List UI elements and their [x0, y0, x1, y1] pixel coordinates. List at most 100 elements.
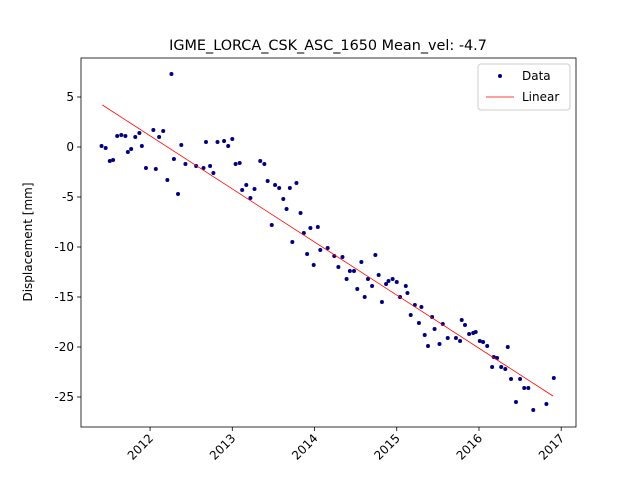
data-point	[107, 159, 112, 163]
data-point	[477, 339, 482, 343]
data-point	[430, 315, 435, 319]
data-point	[351, 269, 356, 273]
data-point	[240, 188, 245, 192]
data-point	[115, 134, 120, 138]
data-point	[362, 295, 367, 299]
data-point	[123, 134, 128, 138]
data-point	[244, 183, 249, 187]
data-point	[344, 277, 349, 281]
data-point	[544, 402, 549, 406]
data-point	[503, 367, 508, 371]
data-point	[379, 300, 384, 304]
data-point	[445, 336, 450, 340]
data-point	[347, 269, 352, 273]
data-point	[176, 192, 181, 196]
data-point	[284, 207, 289, 211]
legend-label: Linear	[522, 90, 559, 104]
data-point	[262, 162, 267, 166]
data-point	[153, 167, 158, 171]
data-point	[287, 186, 292, 190]
data-point	[294, 181, 299, 185]
data-point	[269, 223, 274, 227]
data-point	[437, 342, 442, 346]
y-tick-label: -25	[54, 390, 74, 404]
data-point	[526, 386, 531, 390]
y-tick-label: 0	[66, 140, 74, 154]
data-point	[325, 246, 330, 250]
data-point	[169, 72, 174, 76]
data-point	[201, 166, 206, 170]
data-point	[453, 336, 458, 340]
data-point	[459, 318, 464, 322]
data-point	[171, 157, 176, 161]
data-point	[139, 144, 144, 148]
data-point	[233, 162, 238, 166]
y-tick-label: 5	[66, 90, 74, 104]
data-point	[161, 129, 166, 133]
data-point	[133, 135, 138, 139]
data-point	[531, 408, 536, 412]
data-point	[394, 280, 399, 284]
data-point	[370, 284, 375, 288]
data-point	[481, 340, 486, 344]
data-point	[226, 144, 231, 148]
data-point	[419, 305, 424, 309]
data-point	[467, 332, 472, 336]
plot-frame	[80, 57, 577, 428]
legend-label: Data	[522, 69, 551, 83]
data-point	[305, 252, 310, 256]
data-point	[416, 321, 421, 325]
y-tick-label: -5	[62, 190, 74, 204]
data-point	[203, 140, 208, 144]
data-point	[340, 255, 345, 259]
data-point	[485, 344, 490, 348]
y-tick-label: -20	[54, 340, 74, 354]
data-point	[252, 187, 257, 191]
data-point	[490, 365, 495, 369]
data-point	[277, 186, 282, 190]
data-point	[165, 178, 170, 182]
data-point	[505, 345, 510, 349]
data-point	[248, 196, 253, 200]
data-point	[432, 327, 437, 331]
y-tick-label: -15	[54, 290, 74, 304]
data-point	[318, 248, 323, 252]
data-point	[405, 291, 410, 295]
data-point	[119, 133, 124, 137]
data-point	[129, 147, 134, 151]
data-point	[359, 260, 364, 264]
data-point	[308, 226, 313, 230]
data-point	[157, 135, 162, 139]
data-point	[99, 144, 104, 148]
data-point	[103, 146, 108, 150]
data-point	[376, 273, 381, 277]
data-point	[384, 282, 389, 286]
data-point	[336, 265, 341, 269]
data-point	[137, 131, 142, 135]
data-point	[290, 240, 295, 244]
data-point	[230, 137, 235, 141]
data-point	[518, 377, 523, 381]
data-point	[551, 376, 556, 380]
data-point	[183, 162, 188, 166]
data-point	[462, 323, 467, 327]
data-point	[222, 139, 227, 143]
data-point	[179, 143, 184, 147]
data-point	[365, 277, 370, 281]
data-point	[373, 253, 378, 257]
data-point	[208, 164, 213, 168]
data-point	[215, 140, 220, 144]
data-point	[386, 279, 391, 283]
data-point	[265, 179, 270, 183]
data-point	[111, 158, 116, 162]
data-point	[281, 197, 286, 201]
data-point	[151, 128, 156, 132]
data-point	[440, 322, 445, 326]
data-point	[408, 313, 413, 317]
legend-marker	[498, 74, 502, 78]
data-point	[298, 211, 303, 215]
data-point	[458, 339, 463, 343]
data-point	[425, 344, 430, 348]
data-point	[125, 150, 130, 154]
data-point	[355, 287, 360, 291]
